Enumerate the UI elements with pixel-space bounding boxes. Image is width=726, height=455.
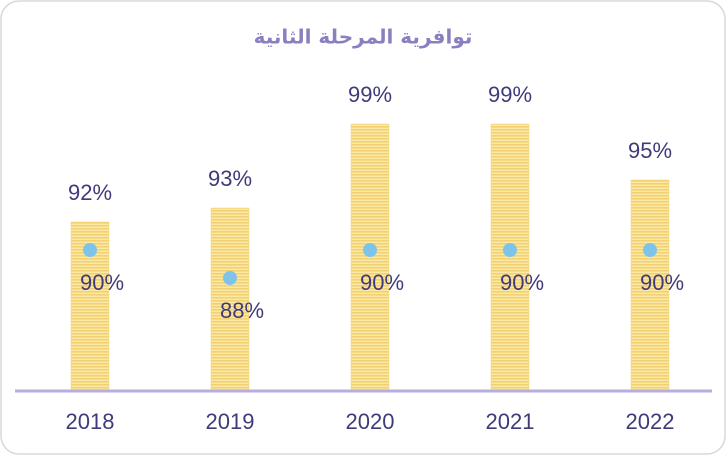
dot [503, 243, 517, 257]
x-tick-label: 2018 [66, 409, 115, 434]
bar-label: 99% [348, 82, 392, 107]
bar-label: 93% [208, 166, 252, 191]
x-tick-label: 2021 [486, 409, 535, 434]
bar [210, 207, 250, 391]
dot [643, 243, 657, 257]
bar-label: 99% [488, 82, 532, 107]
dot [83, 243, 97, 257]
dot [223, 271, 237, 285]
x-tick-label: 2022 [626, 409, 675, 434]
x-tick-label: 2020 [346, 409, 395, 434]
dot-label: 88% [220, 298, 264, 323]
dot [363, 243, 377, 257]
bar-label: 92% [68, 180, 112, 205]
dot-label: 90% [500, 270, 544, 295]
dot-label: 90% [360, 270, 404, 295]
dot-label: 90% [80, 270, 124, 295]
chart-title: توافرية المرحلة الثانية [254, 25, 473, 49]
bar-label: 95% [628, 138, 672, 163]
dot-label: 90% [640, 270, 684, 295]
x-tick-label: 2019 [206, 409, 255, 434]
